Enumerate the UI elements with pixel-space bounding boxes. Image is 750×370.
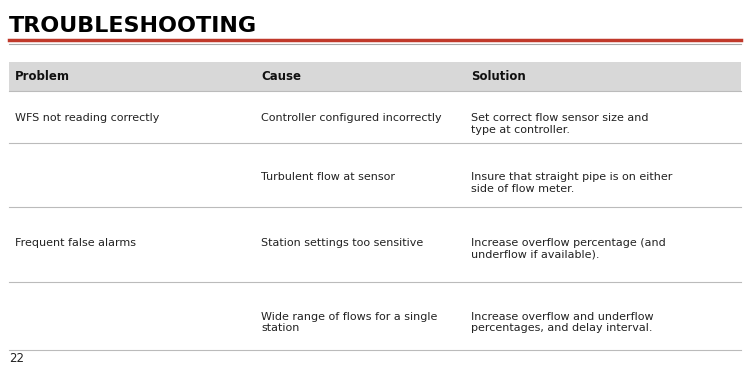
Text: Increase overflow and underflow
percentages, and delay interval.: Increase overflow and underflow percenta… <box>471 312 653 333</box>
Text: Frequent false alarms: Frequent false alarms <box>15 238 136 248</box>
Text: Cause: Cause <box>262 70 302 83</box>
Text: 22: 22 <box>9 352 24 365</box>
Text: Solution: Solution <box>471 70 526 83</box>
Text: Wide range of flows for a single
station: Wide range of flows for a single station <box>262 312 438 333</box>
Text: WFS not reading correctly: WFS not reading correctly <box>15 113 159 123</box>
Text: Increase overflow percentage (and
underflow if available).: Increase overflow percentage (and underf… <box>471 238 665 260</box>
Text: Station settings too sensitive: Station settings too sensitive <box>262 238 424 248</box>
FancyBboxPatch shape <box>9 62 741 91</box>
Text: TROUBLESHOOTING: TROUBLESHOOTING <box>9 16 257 36</box>
Text: Set correct flow sensor size and
type at controller.: Set correct flow sensor size and type at… <box>471 113 648 135</box>
Text: Insure that straight pipe is on either
side of flow meter.: Insure that straight pipe is on either s… <box>471 172 672 194</box>
Text: Problem: Problem <box>15 70 70 83</box>
Text: Turbulent flow at sensor: Turbulent flow at sensor <box>262 172 395 182</box>
Text: Controller configured incorrectly: Controller configured incorrectly <box>262 113 442 123</box>
